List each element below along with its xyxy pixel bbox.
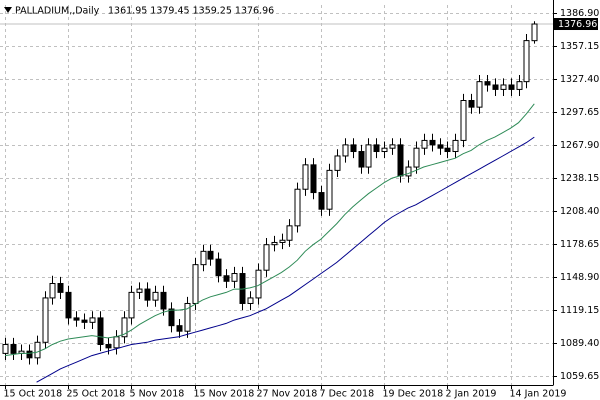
candle-body xyxy=(2,344,9,354)
x-tick-label: 2 Jan 2019 xyxy=(446,389,497,400)
chart-title: PALLADIUM,,Daily xyxy=(15,6,100,17)
candle-body xyxy=(34,341,41,359)
candle-body xyxy=(215,258,222,277)
candle-body xyxy=(326,169,333,210)
candle-body xyxy=(192,264,199,304)
candle-body xyxy=(105,344,112,349)
candle-body xyxy=(144,288,151,301)
y-tick-label: 1327.40 xyxy=(560,74,599,85)
candle-body xyxy=(231,273,238,282)
y-tick-label: 1297.65 xyxy=(560,107,599,118)
x-tick-label: 14 Jan 2019 xyxy=(510,389,567,400)
candle-body xyxy=(184,302,191,332)
y-tick-label: 1089.40 xyxy=(560,338,599,349)
candle-body xyxy=(523,40,530,83)
candle-body xyxy=(508,84,515,90)
candle-body xyxy=(405,166,412,177)
candle-body xyxy=(318,192,325,210)
candle-body xyxy=(492,84,499,90)
candle-body xyxy=(223,275,230,282)
y-tick-label: 1267.90 xyxy=(560,140,599,151)
moving-average xyxy=(36,136,535,383)
candle-body xyxy=(168,308,175,327)
candle-body xyxy=(389,144,396,149)
candle-body xyxy=(476,81,483,108)
candle-body xyxy=(302,164,309,190)
candle-body xyxy=(136,288,143,293)
candle-body xyxy=(121,317,128,338)
moving-average xyxy=(4,103,535,357)
candle-body xyxy=(89,317,96,323)
candle-body xyxy=(65,291,72,319)
candle-body xyxy=(57,283,64,293)
candle-body xyxy=(73,317,80,321)
x-tick-label: 7 Dec 2018 xyxy=(320,389,375,400)
candle-body xyxy=(97,317,104,346)
candle-body xyxy=(49,283,56,299)
candle-body xyxy=(437,144,444,149)
y-tick-label: 1238.15 xyxy=(560,173,599,184)
candle-body xyxy=(160,291,167,310)
x-tick-label: 27 Nov 2018 xyxy=(257,389,318,400)
candle-body xyxy=(452,139,459,153)
candle-body xyxy=(484,81,491,86)
candle-body xyxy=(397,144,404,177)
candle-body xyxy=(342,144,349,157)
candle-body xyxy=(381,147,388,153)
y-tick-label: 1208.40 xyxy=(560,206,599,217)
y-tick-label: 1059.65 xyxy=(560,371,599,382)
last-price-label: 1376.96 xyxy=(558,19,597,30)
candle-body xyxy=(468,99,475,108)
candle-body xyxy=(207,250,214,260)
candle-body xyxy=(444,147,451,153)
candle-body xyxy=(460,99,467,141)
x-tick-label: 19 Dec 2018 xyxy=(383,389,444,400)
candle-body xyxy=(286,225,293,241)
candle-body xyxy=(263,244,270,271)
candle-body xyxy=(271,241,278,246)
candle-body xyxy=(200,250,207,266)
candle-body xyxy=(516,81,523,90)
candle-body xyxy=(152,291,159,301)
candle-body xyxy=(113,336,120,349)
candle-body xyxy=(334,155,341,171)
x-tick-label: 15 Nov 2018 xyxy=(194,389,255,400)
candle-body xyxy=(294,188,301,227)
title-icon xyxy=(4,7,12,13)
candle-body xyxy=(531,23,538,42)
candle-body xyxy=(10,344,17,354)
y-tick-label: 1178.65 xyxy=(560,239,599,250)
y-tick-label: 1386.90 xyxy=(560,8,599,19)
plot xyxy=(2,21,538,383)
y-tick-label: 1148.90 xyxy=(560,272,599,283)
y-tick-label: 1119.15 xyxy=(560,305,599,316)
candle-body xyxy=(421,139,428,149)
candle-body xyxy=(42,297,49,343)
x-tick-label: 15 Oct 2018 xyxy=(4,389,63,400)
candle-body xyxy=(279,239,286,243)
grid xyxy=(0,5,553,385)
candle-body xyxy=(310,164,317,194)
candle-body xyxy=(128,291,135,319)
last-price-box xyxy=(554,18,598,31)
candle-body xyxy=(176,325,183,332)
candle-body xyxy=(413,147,420,168)
y-tick-label: 1357.15 xyxy=(560,41,599,52)
candle-body xyxy=(358,151,365,168)
candle-body xyxy=(81,319,88,323)
x-tick-label: 25 Oct 2018 xyxy=(67,389,126,400)
x-tick-label: 5 Nov 2018 xyxy=(130,389,185,400)
candle-body xyxy=(350,144,357,153)
candle-body xyxy=(247,297,254,304)
candle-body xyxy=(373,144,380,153)
candle-body xyxy=(26,350,33,359)
candle-body xyxy=(365,144,372,168)
candle-body xyxy=(500,84,507,90)
ohlc-text: 1361.95 1379.45 1359.25 1376.96 xyxy=(108,6,274,17)
candle-body xyxy=(429,139,436,146)
